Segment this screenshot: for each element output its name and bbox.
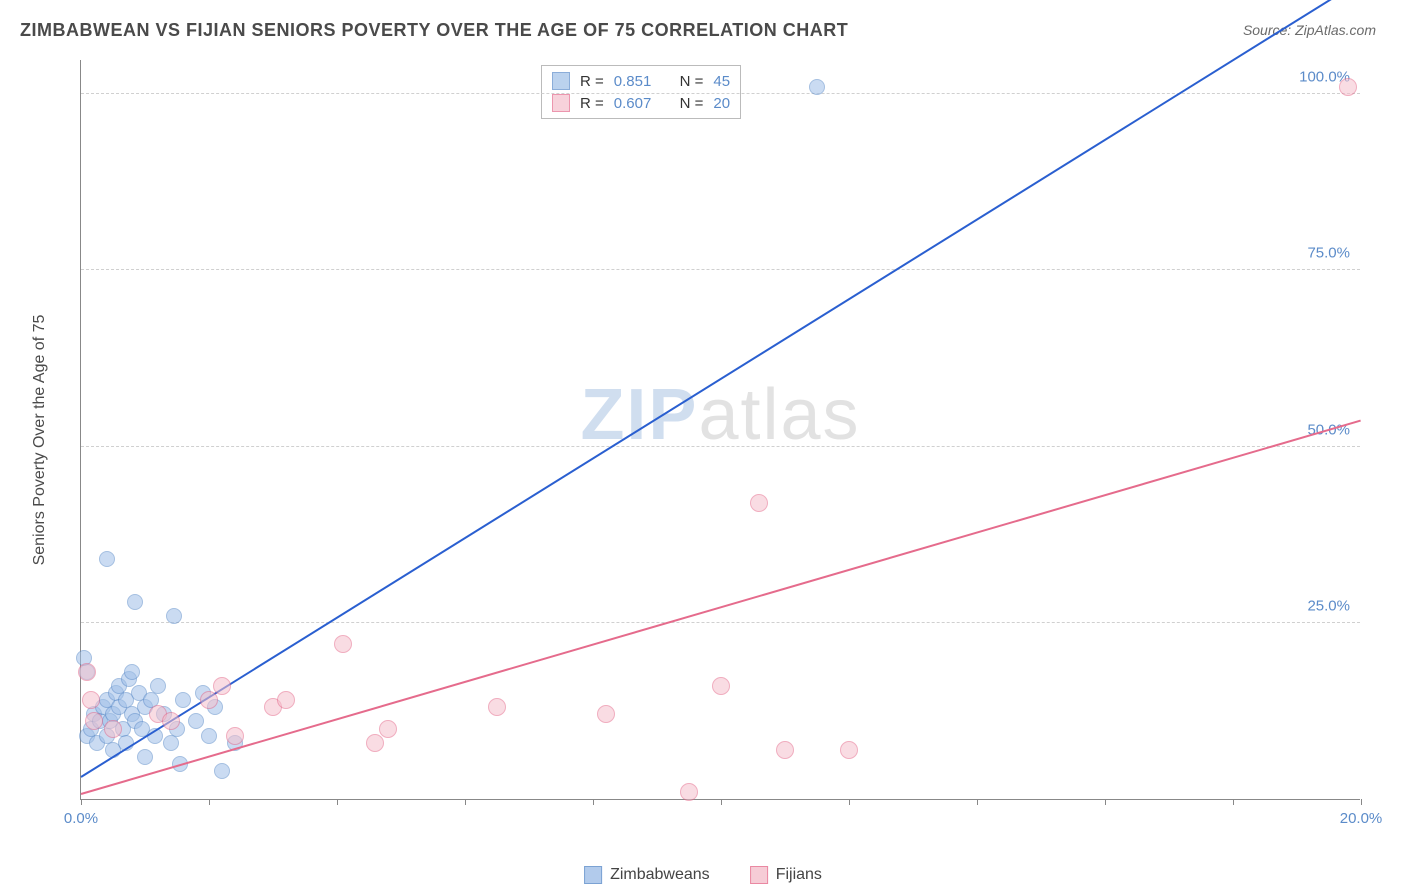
data-point [163,735,179,751]
legend-swatch [750,866,768,884]
data-point [680,783,698,801]
x-tick [593,799,594,805]
correlation-row: R = 0.607 N = 20 [552,92,730,114]
y-axis-label: Seniors Poverty Over the Age of 75 [31,315,49,566]
n-value: 20 [713,95,730,112]
data-point [150,678,166,694]
legend-label: Zimbabweans [610,866,710,884]
data-point [175,692,191,708]
chart-title: ZIMBABWEAN VS FIJIAN SENIORS POVERTY OVE… [20,20,848,41]
gridline [81,93,1360,94]
n-value: 45 [713,73,730,90]
plot-region: ZIPatlas R = 0.851 N = 45 R = 0.607 N = 20 25… [80,60,1360,800]
x-tick [81,799,82,805]
chart-area: Seniors Poverty Over the Age of 75 ZIPat… [50,60,1360,820]
data-point [166,608,182,624]
r-label: R = [580,95,604,112]
series-legend: Zimbabweans Fijians [584,866,822,884]
y-tick-label: 75.0% [1307,245,1350,262]
data-point [162,712,180,730]
legend-item: Zimbabweans [584,866,710,884]
legend-swatch [584,866,602,884]
x-tick-label: 20.0% [1340,810,1383,827]
x-tick [721,799,722,805]
r-value: 0.851 [614,73,652,90]
r-label: R = [580,73,604,90]
legend-swatch [552,72,570,90]
x-tick [1105,799,1106,805]
data-point [213,677,231,695]
x-tick [1233,799,1234,805]
data-point [488,698,506,716]
data-point [379,720,397,738]
legend-item: Fijians [750,866,822,884]
data-point [127,594,143,610]
trend-line [81,420,1362,795]
data-point [277,691,295,709]
data-point [597,705,615,723]
x-tick [337,799,338,805]
r-value: 0.607 [614,95,652,112]
legend-label: Fijians [776,866,822,884]
y-tick-label: 25.0% [1307,597,1350,614]
source-label: Source: ZipAtlas.com [1243,22,1376,38]
x-tick [1361,799,1362,805]
x-tick-label: 0.0% [64,810,98,827]
data-point [1339,78,1357,96]
data-point [750,494,768,512]
gridline [81,446,1360,447]
data-point [137,749,153,765]
data-point [99,551,115,567]
data-point [712,677,730,695]
watermark-zip: ZIP [580,375,698,455]
data-point [201,728,217,744]
data-point [104,720,122,738]
gridline [81,622,1360,623]
x-tick [465,799,466,805]
x-tick [849,799,850,805]
data-point [188,713,204,729]
n-label: N = [680,95,704,112]
data-point [214,763,230,779]
watermark: ZIPatlas [580,374,860,456]
x-tick [977,799,978,805]
data-point [776,741,794,759]
data-point [124,664,140,680]
data-point [840,741,858,759]
data-point [200,691,218,709]
correlation-row: R = 0.851 N = 45 [552,70,730,92]
gridline [81,269,1360,270]
data-point [85,712,103,730]
n-label: N = [680,73,704,90]
x-tick [209,799,210,805]
data-point [226,727,244,745]
data-point [82,691,100,709]
data-point [366,734,384,752]
data-point [78,663,96,681]
data-point [809,79,825,95]
watermark-atlas: atlas [698,375,860,455]
correlation-legend: R = 0.851 N = 45 R = 0.607 N = 20 [541,65,741,119]
legend-swatch [552,94,570,112]
data-point [334,635,352,653]
